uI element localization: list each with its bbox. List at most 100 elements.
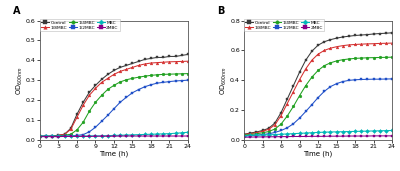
1/4MBC <box>50 135 55 137</box>
Control <box>346 35 351 37</box>
1/8MBC <box>74 116 79 118</box>
1/2MBC <box>112 108 116 110</box>
1/8MBC <box>68 128 73 130</box>
1/8MBC <box>56 134 61 136</box>
MBC <box>56 135 61 137</box>
1/4MBC <box>340 59 345 61</box>
1/2MBC <box>186 79 190 81</box>
1/8MBC <box>371 43 376 45</box>
Control <box>359 34 364 36</box>
MBC <box>155 133 160 135</box>
1/2MBC <box>384 78 388 80</box>
1/2MBC <box>130 92 135 94</box>
Control <box>161 56 166 58</box>
1/4MBC <box>242 134 246 136</box>
1/4MBC <box>136 76 141 78</box>
Control <box>242 133 246 135</box>
MBC <box>303 132 308 134</box>
MBC <box>105 135 110 137</box>
1/4MBC <box>155 74 160 76</box>
1/2MBC <box>173 80 178 82</box>
Control <box>136 60 141 62</box>
1/8MBC <box>62 133 67 135</box>
1/4MBC <box>81 121 86 123</box>
Control <box>279 111 284 114</box>
MBC <box>161 133 166 135</box>
1/4MBC <box>322 65 327 67</box>
Control <box>44 135 48 137</box>
2MBC <box>322 135 327 137</box>
Line: MBC: MBC <box>39 131 189 138</box>
1/2MBC <box>371 78 376 80</box>
MBC <box>254 134 259 136</box>
2MBC <box>148 135 153 137</box>
Control <box>377 32 382 35</box>
Control <box>334 37 339 39</box>
1/4MBC <box>377 56 382 58</box>
MBC <box>266 134 271 136</box>
1/4MBC <box>179 73 184 75</box>
2MBC <box>346 135 351 137</box>
1/8MBC <box>87 94 92 96</box>
2MBC <box>161 135 166 137</box>
1/8MBC <box>279 115 284 117</box>
1/8MBC <box>50 135 55 137</box>
MBC <box>112 134 116 136</box>
Control <box>112 69 116 71</box>
1/4MBC <box>303 85 308 87</box>
1/2MBC <box>322 90 327 93</box>
Control <box>118 66 122 68</box>
1/8MBC <box>260 130 265 132</box>
Control <box>248 132 253 134</box>
Control <box>340 36 345 38</box>
1/8MBC <box>155 62 160 64</box>
1/8MBC <box>353 43 358 45</box>
MBC <box>377 130 382 132</box>
1/4MBC <box>99 94 104 96</box>
1/4MBC <box>124 79 129 81</box>
1/2MBC <box>56 135 61 137</box>
X-axis label: Time (h): Time (h) <box>304 151 333 157</box>
1/8MBC <box>186 60 190 62</box>
1/4MBC <box>371 57 376 59</box>
MBC <box>130 134 135 136</box>
1/2MBC <box>148 84 153 86</box>
Line: 2MBC: 2MBC <box>243 135 393 139</box>
2MBC <box>93 135 98 137</box>
1/2MBC <box>279 129 284 131</box>
2MBC <box>328 135 333 137</box>
1/2MBC <box>254 134 259 136</box>
MBC <box>38 135 42 137</box>
1/2MBC <box>316 97 320 99</box>
Control <box>266 127 271 129</box>
Control <box>254 131 259 133</box>
1/2MBC <box>334 83 339 85</box>
1/4MBC <box>44 135 48 137</box>
MBC <box>297 132 302 134</box>
Control <box>38 135 42 137</box>
2MBC <box>334 135 339 137</box>
X-axis label: Time (h): Time (h) <box>99 151 128 157</box>
1/2MBC <box>93 126 98 128</box>
1/8MBC <box>142 63 147 65</box>
1/4MBC <box>248 134 253 136</box>
1/4MBC <box>105 88 110 90</box>
Control <box>365 34 370 36</box>
2MBC <box>285 136 290 138</box>
2MBC <box>291 135 296 137</box>
MBC <box>359 130 364 132</box>
1/8MBC <box>297 79 302 81</box>
1/8MBC <box>359 43 364 45</box>
MBC <box>99 135 104 137</box>
1/2MBC <box>346 79 351 81</box>
Text: B: B <box>218 6 225 16</box>
Line: 1/2MBC: 1/2MBC <box>243 77 393 137</box>
1/2MBC <box>99 120 104 122</box>
1/4MBC <box>68 133 73 135</box>
MBC <box>310 132 314 134</box>
Line: MBC: MBC <box>243 129 393 137</box>
1/2MBC <box>68 135 73 137</box>
2MBC <box>56 136 61 138</box>
Legend: Control, 1/8MBC, 1/4MBC, 1/2MBC, MBC, 2MBC: Control, 1/8MBC, 1/4MBC, 1/2MBC, MBC, 2M… <box>40 19 120 31</box>
1/2MBC <box>38 135 42 137</box>
